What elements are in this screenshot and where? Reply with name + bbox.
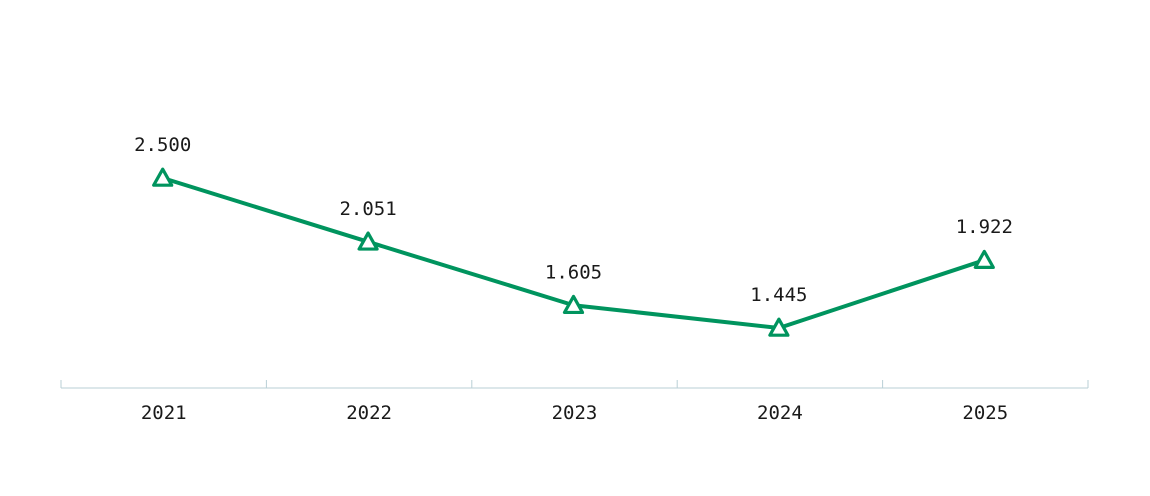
plot-area: 2.500 2.051 1.605 1.445 1.922 [134,134,1013,337]
data-point-marker [768,317,790,337]
x-tick-label: 2024 [757,402,803,424]
data-point-marker [562,294,585,315]
data-point-marker [152,167,174,187]
x-tick-label: 2021 [141,402,187,424]
x-axis: 2021 2022 2023 2024 2025 [60,380,1089,424]
data-point-marker [973,249,995,269]
data-label: 1.922 [956,216,1013,238]
data-label: 2.051 [339,198,396,220]
data-label: 1.445 [750,284,807,306]
data-label: 1.605 [545,261,602,283]
data-label: 2.500 [134,134,191,156]
x-tick-label: 2022 [346,402,392,424]
data-point-marker [357,231,379,251]
x-tick-label: 2025 [962,402,1008,424]
x-tick-label: 2023 [552,402,598,424]
